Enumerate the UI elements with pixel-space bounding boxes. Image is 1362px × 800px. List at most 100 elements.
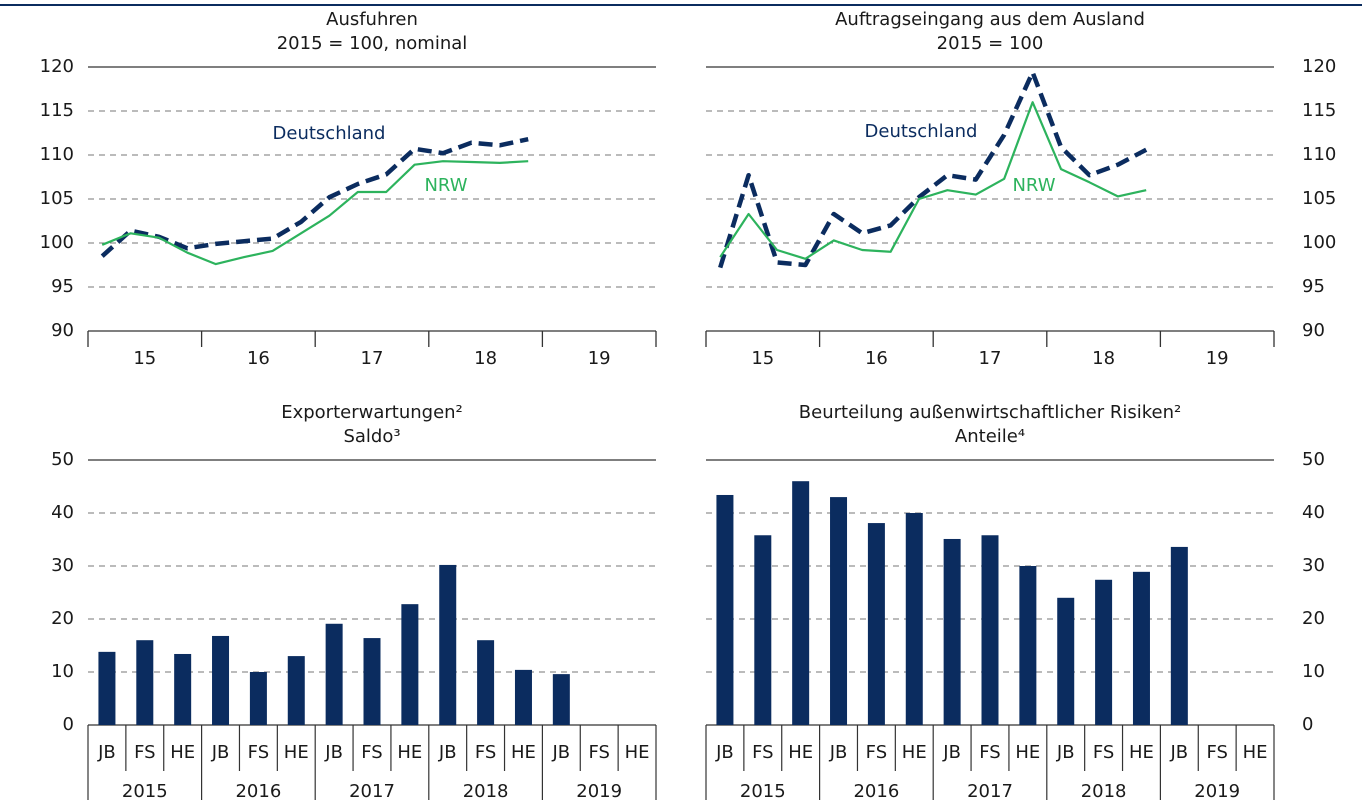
bar <box>98 651 116 725</box>
x-tick-label: JB <box>97 742 116 763</box>
y-tick-label: 40 <box>51 502 74 523</box>
x-tick-label: JB <box>829 742 848 763</box>
x-tick-label: FS <box>361 742 382 763</box>
series-label: NRW <box>424 175 467 196</box>
y-tick-label: 100 <box>40 232 74 253</box>
x-group-label: 2016 <box>853 781 899 800</box>
x-tick-label: HE <box>902 742 927 763</box>
bar <box>754 535 772 725</box>
chart-subtitle: 2015 = 100 <box>937 33 1044 54</box>
bar <box>439 564 457 725</box>
bar <box>514 669 532 725</box>
bar <box>136 640 154 725</box>
y-tick-label: 120 <box>1302 56 1336 77</box>
x-group-label: 17 <box>979 348 1002 369</box>
x-tick-label: HE <box>1129 742 1154 763</box>
x-group-label: 16 <box>865 348 888 369</box>
x-tick-label: JB <box>438 742 457 763</box>
bar <box>249 672 267 725</box>
bar <box>1095 579 1113 725</box>
y-tick-label: 100 <box>1302 232 1336 253</box>
series-label: Deutschland <box>273 123 386 144</box>
chart-title: Ausfuhren <box>326 9 418 30</box>
x-tick-label: FS <box>866 742 887 763</box>
x-tick-label: HE <box>1243 742 1268 763</box>
y-tick-label: 115 <box>40 100 74 121</box>
y-tick-label: 20 <box>1302 608 1325 629</box>
x-tick-label: FS <box>134 742 155 763</box>
x-tick-label: FS <box>1206 742 1227 763</box>
bar <box>981 535 999 725</box>
bar <box>1019 566 1037 725</box>
x-tick-label: HE <box>788 742 813 763</box>
y-tick-label: 120 <box>40 56 74 77</box>
chart-title: Auftragseingang aus dem Ausland <box>835 9 1145 30</box>
x-tick-label: JB <box>551 742 570 763</box>
chart-subtitle: Anteile⁴ <box>955 426 1025 447</box>
x-tick-label: FS <box>588 742 609 763</box>
x-tick-label: FS <box>248 742 269 763</box>
line-series <box>100 137 529 258</box>
bar <box>401 604 419 725</box>
x-group-label: 2018 <box>1081 781 1127 800</box>
y-tick-label: 10 <box>51 661 74 682</box>
y-tick-label: 20 <box>51 608 74 629</box>
x-group-label: 2017 <box>349 781 395 800</box>
bar <box>905 513 923 725</box>
x-tick-label: JB <box>211 742 230 763</box>
y-tick-label: 30 <box>1302 555 1325 576</box>
bar <box>174 653 192 725</box>
x-group-label: 18 <box>474 348 497 369</box>
x-tick-label: JB <box>324 742 343 763</box>
chart-title: Exporterwartungen² <box>281 402 463 423</box>
bar <box>325 623 343 725</box>
y-tick-label: 95 <box>1302 276 1325 297</box>
x-tick-label: FS <box>752 742 773 763</box>
y-tick-label: 95 <box>51 276 74 297</box>
x-tick-label: HE <box>170 742 195 763</box>
bar <box>1057 597 1075 725</box>
y-tick-label: 110 <box>40 144 74 165</box>
x-group-label: 2019 <box>1194 781 1240 800</box>
x-tick-label: HE <box>284 742 309 763</box>
chart-subtitle: Saldo³ <box>343 426 400 447</box>
bar <box>830 497 848 725</box>
x-group-label: 15 <box>133 348 156 369</box>
x-tick-label: FS <box>1093 742 1114 763</box>
x-tick-label: FS <box>979 742 1000 763</box>
bar <box>1132 571 1150 725</box>
y-tick-label: 110 <box>1302 144 1336 165</box>
x-group-label: 2017 <box>967 781 1013 800</box>
line-series <box>101 160 529 266</box>
bar <box>363 638 381 725</box>
y-tick-label: 50 <box>1302 449 1325 470</box>
x-group-label: 16 <box>247 348 270 369</box>
y-tick-label: 40 <box>1302 502 1325 523</box>
y-tick-label: 105 <box>40 188 74 209</box>
x-group-label: 2019 <box>576 781 622 800</box>
y-tick-label: 50 <box>51 449 74 470</box>
y-tick-label: 90 <box>51 320 74 341</box>
x-tick-label: HE <box>511 742 536 763</box>
x-group-label: 2016 <box>235 781 281 800</box>
x-group-label: 2018 <box>463 781 509 800</box>
x-tick-label: FS <box>475 742 496 763</box>
x-tick-label: HE <box>397 742 422 763</box>
line-series <box>719 101 1147 260</box>
x-group-label: 2015 <box>740 781 786 800</box>
series-label: NRW <box>1012 175 1055 196</box>
x-tick-label: HE <box>625 742 650 763</box>
chart-title: Beurteilung außenwirtschaftlicher Risike… <box>799 402 1181 423</box>
y-tick-label: 0 <box>63 714 74 735</box>
x-group-label: 18 <box>1092 348 1115 369</box>
bar <box>552 674 570 725</box>
x-group-label: 17 <box>361 348 384 369</box>
bar <box>716 494 734 725</box>
bar <box>943 538 961 725</box>
x-tick-label: JB <box>942 742 961 763</box>
x-tick-label: HE <box>1015 742 1040 763</box>
y-tick-label: 0 <box>1302 714 1313 735</box>
x-group-label: 15 <box>751 348 774 369</box>
